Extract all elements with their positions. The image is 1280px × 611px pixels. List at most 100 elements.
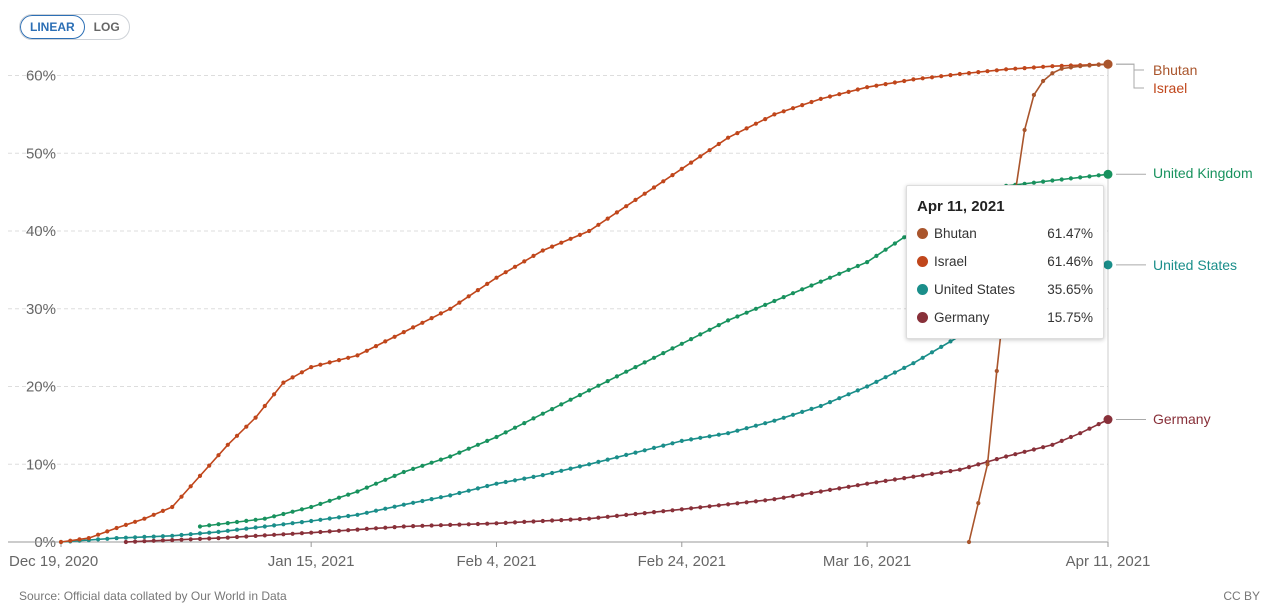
series-point <box>216 453 221 458</box>
series-point <box>781 495 786 500</box>
series-point <box>661 179 666 184</box>
series-point <box>772 418 777 423</box>
series-point <box>1050 178 1055 183</box>
series-point <box>170 504 175 510</box>
log-scale-button[interactable]: LOG <box>93 20 120 34</box>
series-point <box>651 445 657 450</box>
series-line <box>968 63 1109 543</box>
series-point <box>364 485 369 490</box>
tooltip-value: 61.46% <box>1047 254 1093 269</box>
series-point <box>855 87 860 92</box>
series-point <box>550 407 555 412</box>
series-point <box>559 402 564 407</box>
x-axis: Dec 19, 2020 Jan 15, 2021 Feb 4, 2021 Feb 2… <box>8 541 1150 570</box>
series-point <box>364 510 369 515</box>
series-point <box>985 69 990 74</box>
series-point <box>123 535 128 540</box>
series-point <box>651 185 657 190</box>
series-point <box>781 109 786 114</box>
series-point <box>262 533 267 538</box>
series-point <box>587 388 592 393</box>
series-point <box>568 517 573 522</box>
series-point <box>105 529 110 534</box>
series-point <box>457 490 462 496</box>
series-point <box>197 531 203 536</box>
series-point <box>726 431 731 436</box>
series-point <box>1041 445 1046 450</box>
tooltip-dot <box>917 284 928 295</box>
series-point <box>373 508 379 513</box>
series-point <box>577 393 583 398</box>
series-point <box>809 490 814 496</box>
series-point <box>957 467 962 472</box>
series-point <box>1031 180 1036 185</box>
series-point <box>281 522 286 527</box>
series-point <box>429 523 434 528</box>
series-point <box>485 483 490 489</box>
series-point <box>883 375 888 380</box>
series-point <box>781 295 786 300</box>
series-point <box>772 112 777 117</box>
series-point <box>679 438 684 443</box>
series-point <box>86 536 91 541</box>
series-point <box>633 365 638 370</box>
series-point <box>448 454 453 459</box>
series-point <box>577 464 583 469</box>
series-point <box>550 470 555 476</box>
grid-lines <box>8 75 1108 465</box>
series-point <box>661 509 666 514</box>
series-point <box>96 532 101 537</box>
series-point <box>475 486 480 491</box>
series-point <box>401 469 406 475</box>
series-point <box>373 344 379 349</box>
series-point <box>568 236 573 241</box>
series-point <box>763 498 768 503</box>
series-point <box>1013 452 1018 457</box>
series-point <box>336 358 342 363</box>
series-point <box>373 481 379 486</box>
series-point <box>689 160 694 165</box>
series-point <box>373 526 379 531</box>
series-point <box>855 388 860 393</box>
series-point <box>827 94 833 99</box>
series-point <box>123 522 128 528</box>
series-point <box>262 524 267 529</box>
series-point <box>355 353 360 358</box>
series-point <box>707 504 712 509</box>
x-tick-label: Jan 15, 2021 <box>268 553 355 570</box>
y-tick-label: 40% <box>26 223 56 240</box>
series-israel <box>58 59 1113 545</box>
tooltip: Apr 11, 2021 Bhutan 61.47% Israel 61.46%… <box>906 185 1104 339</box>
series-point <box>290 509 295 514</box>
y-tick-label: 20% <box>26 379 56 396</box>
series-point <box>929 471 935 476</box>
series-point <box>262 403 267 409</box>
series-point <box>1068 65 1073 70</box>
series-point <box>290 531 295 536</box>
series-point <box>1004 454 1009 459</box>
series-point <box>494 434 499 440</box>
series-point <box>207 463 212 468</box>
series-point <box>475 442 480 447</box>
source-note: Source: Official data collated by Our Wo… <box>19 589 287 603</box>
series-point <box>939 470 944 475</box>
series-point <box>1059 438 1064 443</box>
series-point <box>420 320 425 325</box>
series-point <box>448 522 453 528</box>
series-point <box>1031 65 1036 70</box>
series-point <box>883 478 888 483</box>
license-link[interactable]: CC BY <box>1223 589 1260 603</box>
series-point <box>716 503 721 508</box>
series-point <box>448 306 453 311</box>
series-point <box>994 457 999 462</box>
series-point <box>522 476 527 481</box>
series-point <box>281 380 286 385</box>
legend: Israel Bhutan United Kingdom United States G… <box>1116 62 1253 427</box>
series-point <box>642 191 647 196</box>
series-point <box>735 501 740 506</box>
series-point <box>160 508 165 513</box>
series-point <box>800 103 805 108</box>
series-point <box>624 204 629 209</box>
series-point <box>846 392 851 397</box>
linear-scale-button[interactable]: LINEAR <box>20 15 85 39</box>
